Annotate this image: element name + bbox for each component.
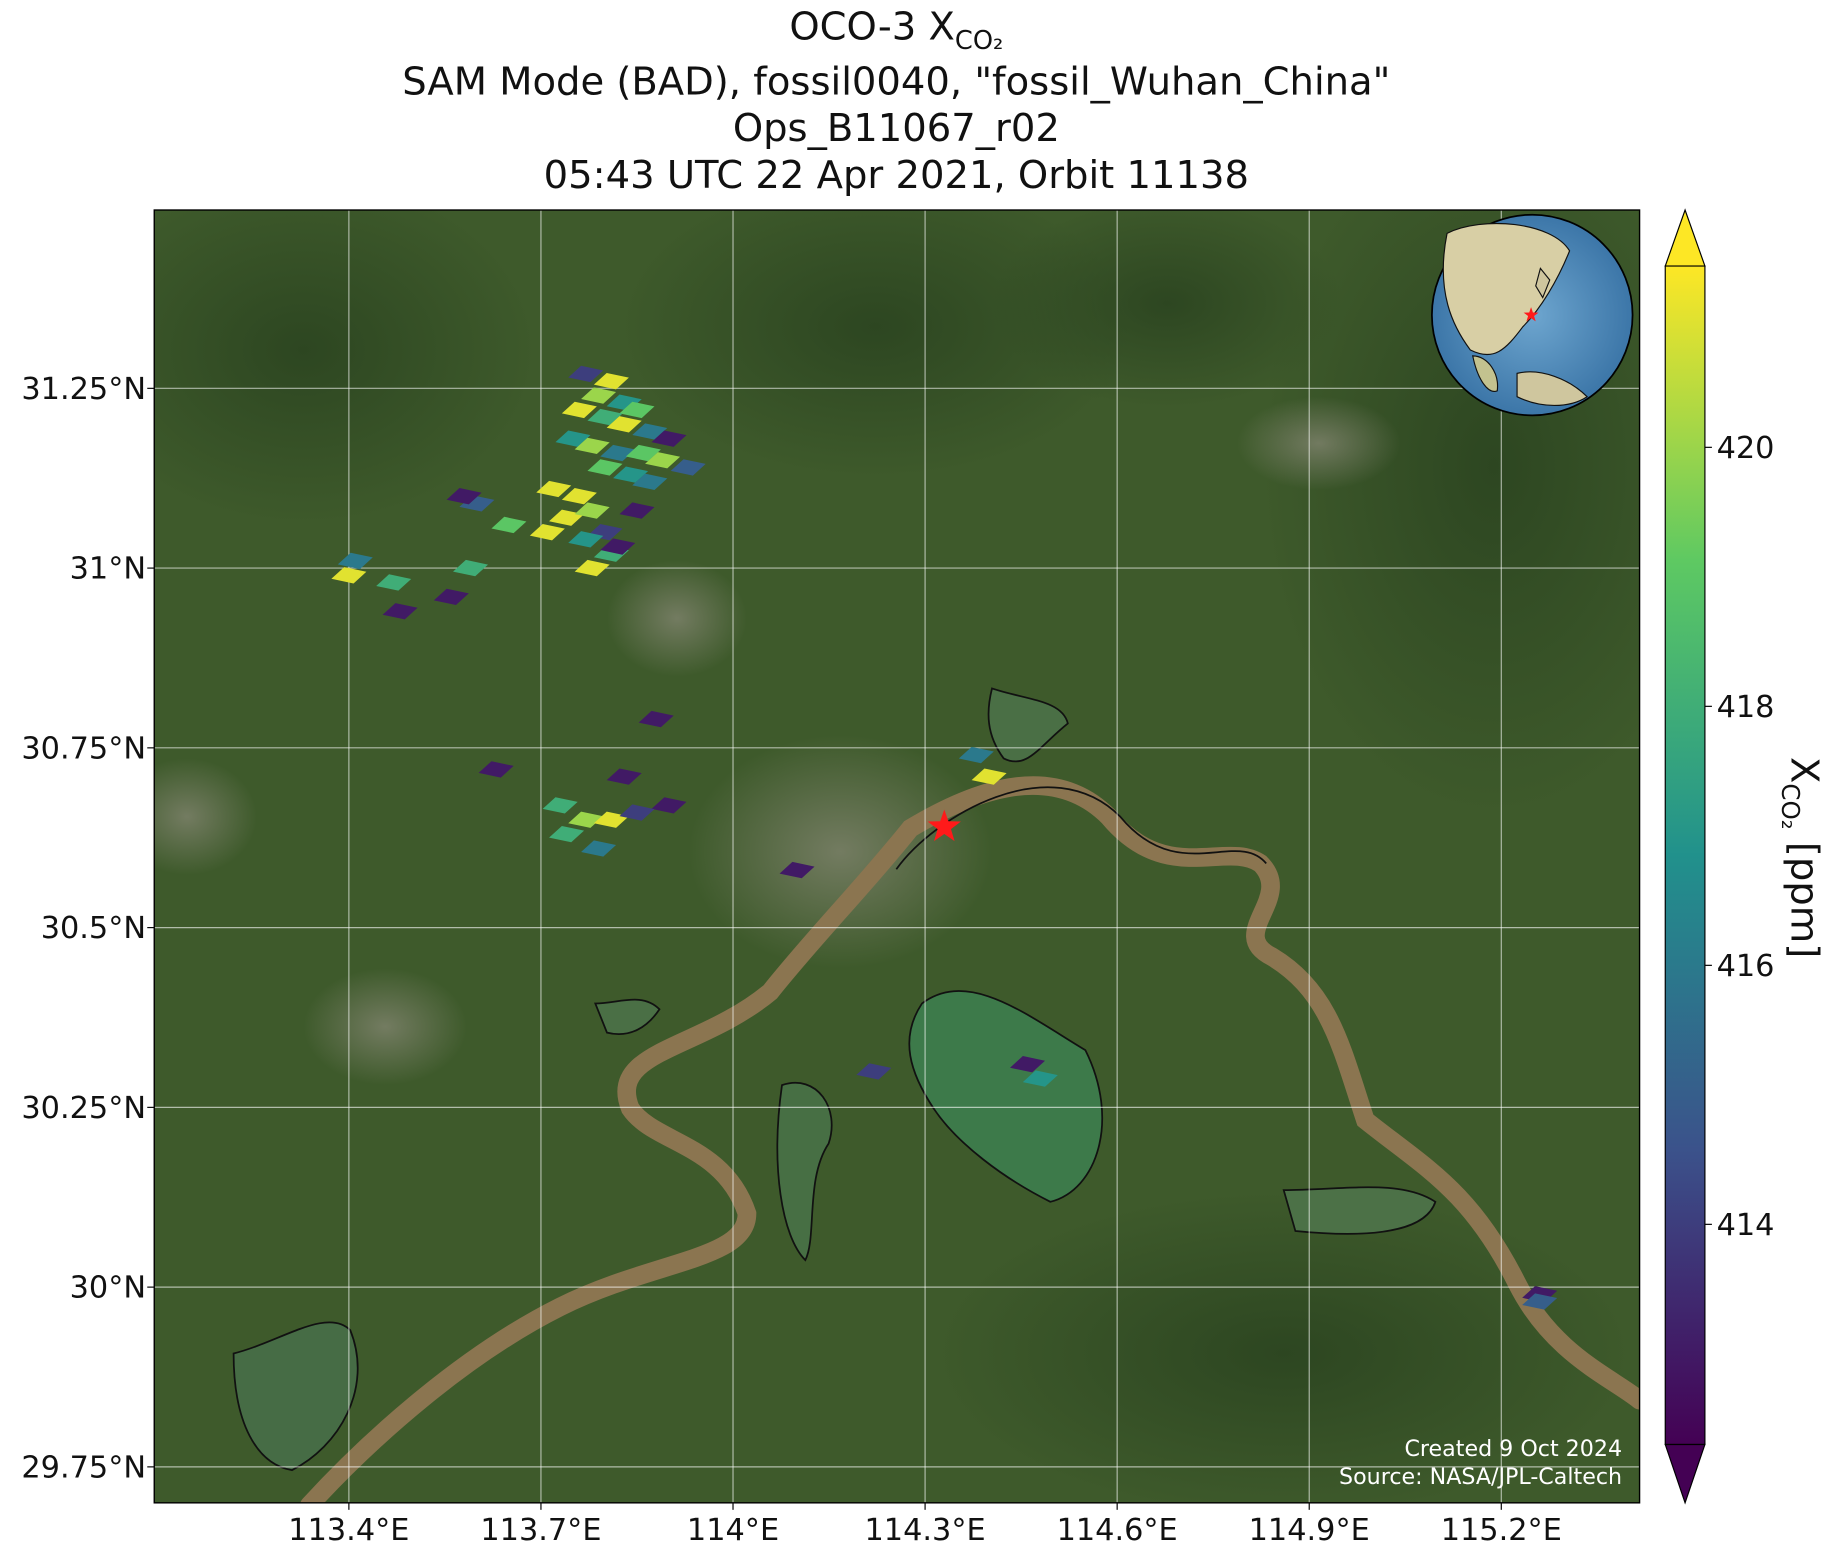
x-tick-label: 113.4°E — [288, 1513, 409, 1548]
subtitle: SAM Mode (BAD), fossil0040, "fossil_Wuha… — [402, 60, 1390, 105]
sounding — [491, 516, 527, 534]
colorbar-tick-label: 418 — [1717, 690, 1775, 725]
sounding — [606, 768, 642, 785]
y-tick-label: 29.75°N — [21, 1450, 146, 1485]
sounding — [331, 567, 367, 584]
colorbar-label-text: X — [1781, 757, 1826, 783]
title-subscript: CO₂ — [955, 26, 1003, 56]
y-tick-label: 30.75°N — [21, 731, 146, 766]
x-tick-label: 114.6°E — [1057, 1513, 1178, 1548]
sounding — [574, 559, 610, 577]
subtitle: Ops_B11067_r02 — [733, 106, 1060, 151]
footer-text: Source: NASA/JPL-Caltech — [1339, 1464, 1622, 1490]
sounding — [613, 466, 649, 483]
sounding — [549, 825, 585, 843]
x-tick-label: 114.9°E — [1249, 1513, 1370, 1548]
colorbar-label-subscript: CO₂ — [1776, 783, 1805, 829]
sounding — [958, 746, 994, 764]
x-tick-label: 113.7°E — [480, 1513, 601, 1548]
soundings — [331, 365, 1558, 1310]
sounding — [581, 840, 617, 857]
sounding — [593, 372, 629, 390]
sounding — [376, 574, 412, 591]
title: OCO-3 XCO₂ — [789, 5, 1003, 56]
sounding — [779, 861, 815, 879]
map-frame — [153, 209, 1641, 1504]
sounding — [568, 365, 604, 383]
y-tick-label: 30°N — [70, 1271, 146, 1306]
sounding — [587, 459, 623, 476]
sounding — [478, 761, 514, 778]
axis-ticks: 113.4°E 113.7°E 114°E 114.3°E 114.6°E 114.9°E… — [21, 372, 1561, 1548]
globe-star — [1523, 307, 1539, 322]
x-tick-label: 114°E — [687, 1513, 779, 1548]
sounding — [638, 710, 674, 728]
sounding — [587, 408, 623, 426]
sounding — [625, 444, 661, 462]
sounding — [645, 452, 681, 469]
sounding — [600, 444, 636, 462]
sounding — [619, 804, 655, 821]
sounding — [1022, 1070, 1058, 1087]
sounding — [561, 401, 597, 419]
sounding — [971, 768, 1007, 785]
colorbar-tick-label: 414 — [1717, 1208, 1775, 1243]
sounding — [670, 459, 706, 476]
sounding — [581, 387, 617, 404]
sounding — [1522, 1293, 1558, 1310]
colorbar-tick-label: 416 — [1717, 949, 1775, 984]
sounding — [1010, 1056, 1046, 1073]
grid — [154, 210, 1640, 1503]
sounding — [574, 437, 610, 455]
subtitles: SAM Mode (BAD), fossil0040, "fossil_Wuha… — [402, 60, 1390, 198]
y-tick-label: 30.5°N — [41, 911, 146, 946]
sounding — [651, 797, 687, 814]
y-tick-label: 31.25°N — [21, 372, 146, 407]
colorbar-label-unit: [ppm] — [1781, 830, 1826, 959]
sounding — [536, 480, 572, 498]
sounding — [856, 1063, 892, 1080]
sounding — [337, 552, 373, 570]
sounding — [568, 811, 604, 828]
sounding — [382, 603, 418, 620]
colorbar-label: XCO₂ [ppm] — [1776, 757, 1826, 958]
sounding — [453, 559, 489, 577]
sounding — [568, 531, 604, 548]
sounding — [433, 588, 469, 606]
sounding — [529, 523, 565, 541]
sounding — [619, 401, 655, 419]
sounding — [555, 430, 591, 447]
sounding — [446, 488, 482, 505]
sounding — [542, 797, 578, 814]
sounding — [600, 538, 636, 555]
target-star — [927, 809, 961, 842]
sounding — [632, 423, 668, 440]
colorbar: 414 416 418 420 — [1664, 208, 1775, 1505]
sounding — [651, 430, 687, 447]
sounding — [574, 502, 610, 519]
title-text: OCO-3 X — [789, 5, 955, 50]
y-tick-label: 31°N — [70, 552, 146, 587]
sounding — [619, 502, 655, 519]
sounding — [606, 416, 642, 433]
sounding — [632, 473, 668, 490]
sounding — [561, 488, 597, 505]
y-tick-label: 30.25°N — [21, 1091, 146, 1126]
basemap — [154, 210, 1640, 1503]
footer-text: Created 9 Oct 2024 — [1404, 1436, 1622, 1462]
x-tick-label: 114.3°E — [865, 1513, 986, 1548]
subtitle: 05:43 UTC 22 Apr 2021, Orbit 11138 — [544, 153, 1249, 198]
x-tick-label: 115.2°E — [1441, 1513, 1562, 1548]
colorbar-tick-label: 420 — [1717, 431, 1775, 466]
